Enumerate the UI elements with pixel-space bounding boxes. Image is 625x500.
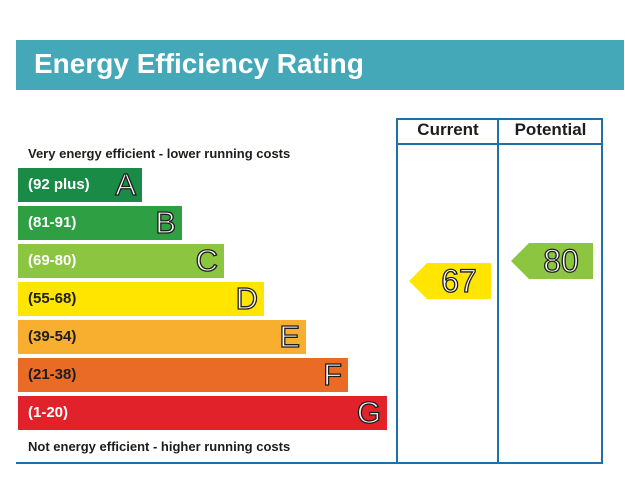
band-range-label: (69-80) [28,252,77,269]
band-letter: C [195,243,219,278]
band-letter: E [279,319,301,354]
frame-right-line [601,118,603,464]
band-letter: G [356,395,381,430]
frame-left-line [396,118,398,464]
frame-divider-line [497,118,499,464]
current-rating-arrow-pointer [409,263,491,299]
rating-bar-b: (81-91) B [18,205,182,240]
band-range-label: (92 plus) [28,176,90,193]
title-banner: Energy Efficiency Rating [16,40,624,90]
current-column-header: Current [417,120,479,139]
band-range-label: (55-68) [28,290,77,307]
potential-rating-arrow-pointer [511,243,593,279]
rating-bar-f: (21-38) F [18,357,348,392]
chart-bottom-line [16,462,398,464]
rating-bar-c: (69-80) C [18,243,224,278]
chart-title: Energy Efficiency Rating [34,48,364,79]
rating-bar-e: (39-54) E [18,319,306,354]
frame-bottom-line [397,462,603,464]
potential-rating-arrow-value: 80 [543,242,580,279]
top-note: Very energy efficient - lower running co… [28,146,291,161]
band-range-label: (81-91) [28,214,77,231]
current-rating-arrow-shape [409,263,491,299]
band-letter: A [115,167,137,202]
bottom-note: Not energy efficient - higher running co… [28,439,291,454]
band-letter: B [155,205,177,240]
current-rating-arrow: 67 [409,262,491,300]
band-letter: F [322,357,342,392]
rating-bar-d: (55-68) D [18,281,264,316]
potential-column-header: Potential [514,120,587,139]
current-rating-arrow-value: 67 [441,262,478,299]
frame-top-line [397,118,603,120]
band-letter: D [235,281,259,316]
header-separator-line [397,143,603,145]
rating-bar-g: (1-20) G [18,395,387,430]
band-range-label: (21-38) [28,366,77,383]
potential-rating-arrow-shape [511,243,593,279]
band-range-label: (39-54) [28,328,77,345]
band-range-label: (1-20) [28,404,69,421]
rating-bar-a: (92 plus) A [18,167,142,202]
potential-rating-arrow: 80 [511,242,593,280]
